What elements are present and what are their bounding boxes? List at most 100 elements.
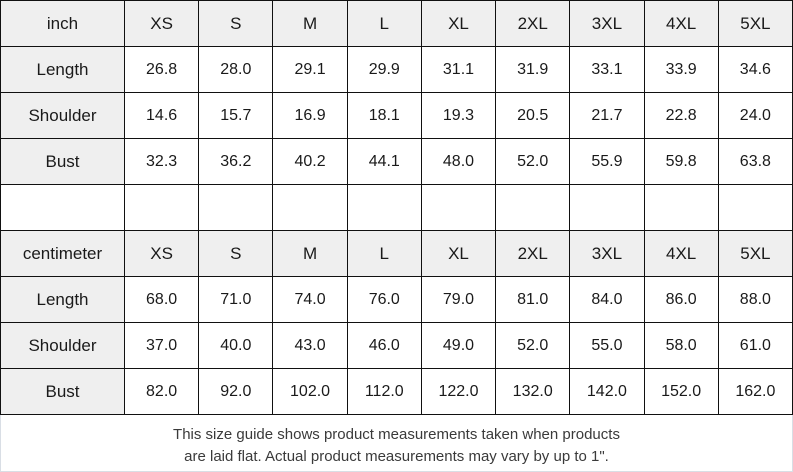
measurement-value: 55.0 bbox=[569, 322, 645, 369]
measurement-value: 112.0 bbox=[346, 368, 422, 415]
measurement-value: 44.1 bbox=[346, 138, 422, 185]
row-label: Shoulder bbox=[0, 322, 125, 369]
size-header-row-inch: inch XS S M L XL 2XL 3XL 4XL 5XL bbox=[0, 0, 793, 47]
measurement-value: 82.0 bbox=[123, 368, 200, 415]
measurement-value: 37.0 bbox=[123, 322, 200, 369]
measurement-value: 36.2 bbox=[198, 138, 274, 185]
measurement-value: 32.3 bbox=[123, 138, 200, 185]
measurement-value: 21.7 bbox=[569, 92, 645, 139]
size-column-header: M bbox=[272, 230, 348, 277]
measurement-value: 31.9 bbox=[495, 46, 571, 93]
spacer-cell bbox=[717, 184, 793, 231]
size-column-header: 5XL bbox=[717, 230, 793, 277]
measurement-value: 18.1 bbox=[346, 92, 422, 139]
spacer-cell bbox=[346, 184, 422, 231]
size-guide-note: This size guide shows product measuremen… bbox=[0, 415, 793, 472]
measurement-value: 46.0 bbox=[346, 322, 422, 369]
size-column-header: 2XL bbox=[495, 0, 571, 47]
measurement-value: 49.0 bbox=[420, 322, 497, 369]
measurement-value: 33.9 bbox=[643, 46, 719, 93]
measure-row-shoulder: Shoulder 14.6 15.7 16.9 18.1 19.3 20.5 21.7 22.8… bbox=[0, 92, 793, 139]
measurement-value: 122.0 bbox=[420, 368, 497, 415]
measure-row-length: Length 68.0 71.0 74.0 76.0 79.0 81.0 84.0 86.0 88… bbox=[0, 276, 793, 323]
measure-row-bust: Bust 82.0 92.0 102.0 112.0 122.0 132.0 142.0 152… bbox=[0, 368, 793, 415]
measurement-value: 68.0 bbox=[123, 276, 200, 323]
size-column-header: S bbox=[198, 230, 274, 277]
measurement-value: 61.0 bbox=[717, 322, 793, 369]
size-column-header: 3XL bbox=[569, 230, 645, 277]
measurement-value: 33.1 bbox=[569, 46, 645, 93]
measurement-value: 20.5 bbox=[495, 92, 571, 139]
row-label: Bust bbox=[0, 138, 125, 185]
size-column-header: L bbox=[346, 230, 422, 277]
row-label: Length bbox=[0, 46, 125, 93]
size-column-header: 4XL bbox=[643, 0, 719, 47]
size-column-header: 5XL bbox=[717, 0, 793, 47]
spacer-cell bbox=[643, 184, 719, 231]
measurement-value: 88.0 bbox=[717, 276, 793, 323]
unit-label: centimeter bbox=[0, 230, 125, 277]
spacer-cell bbox=[420, 184, 497, 231]
spacer-cell bbox=[569, 184, 645, 231]
size-column-header: XS bbox=[123, 0, 200, 47]
measurement-value: 81.0 bbox=[495, 276, 571, 323]
row-label: Length bbox=[0, 276, 125, 323]
measurement-value: 31.1 bbox=[420, 46, 497, 93]
unit-label: inch bbox=[0, 0, 125, 47]
row-label: Shoulder bbox=[0, 92, 125, 139]
measurement-value: 58.0 bbox=[643, 322, 719, 369]
measurement-value: 132.0 bbox=[495, 368, 571, 415]
measurement-value: 63.8 bbox=[717, 138, 793, 185]
measurement-value: 29.9 bbox=[346, 46, 422, 93]
measurement-value: 40.0 bbox=[198, 322, 274, 369]
size-column-header: XL bbox=[420, 230, 497, 277]
spacer-cell bbox=[272, 184, 348, 231]
measurement-value: 19.3 bbox=[420, 92, 497, 139]
size-column-header: XS bbox=[123, 230, 200, 277]
measurement-value: 102.0 bbox=[272, 368, 348, 415]
spacer-row bbox=[0, 184, 793, 231]
measurement-value: 74.0 bbox=[272, 276, 348, 323]
measurement-value: 52.0 bbox=[495, 138, 571, 185]
measurement-value: 16.9 bbox=[272, 92, 348, 139]
measure-row-bust: Bust 32.3 36.2 40.2 44.1 48.0 52.0 55.9 59.8 63.8 bbox=[0, 138, 793, 185]
spacer-cell bbox=[123, 184, 200, 231]
measurement-value: 86.0 bbox=[643, 276, 719, 323]
measurement-value: 43.0 bbox=[272, 322, 348, 369]
measurement-value: 34.6 bbox=[717, 46, 793, 93]
measurement-value: 24.0 bbox=[717, 92, 793, 139]
measurement-value: 48.0 bbox=[420, 138, 497, 185]
size-column-header: XL bbox=[420, 0, 497, 47]
measurement-value: 55.9 bbox=[569, 138, 645, 185]
measurement-value: 71.0 bbox=[198, 276, 274, 323]
spacer-cell bbox=[495, 184, 571, 231]
measurement-value: 92.0 bbox=[198, 368, 274, 415]
measurement-value: 52.0 bbox=[495, 322, 571, 369]
measurement-value: 28.0 bbox=[198, 46, 274, 93]
spacer-cell bbox=[0, 184, 125, 231]
note-line-1: This size guide shows product measuremen… bbox=[173, 426, 620, 443]
measurement-value: 142.0 bbox=[569, 368, 645, 415]
measurement-value: 76.0 bbox=[346, 276, 422, 323]
size-column-header: M bbox=[272, 0, 348, 47]
measure-row-shoulder: Shoulder 37.0 40.0 43.0 46.0 49.0 52.0 55.0 58.0… bbox=[0, 322, 793, 369]
measurement-value: 26.8 bbox=[123, 46, 200, 93]
measurement-value: 59.8 bbox=[643, 138, 719, 185]
measurement-value: 22.8 bbox=[643, 92, 719, 139]
size-column-header: 4XL bbox=[643, 230, 719, 277]
row-label: Bust bbox=[0, 368, 125, 415]
measurement-value: 84.0 bbox=[569, 276, 645, 323]
note-line-2: are laid flat. Actual product measuremen… bbox=[184, 447, 609, 465]
measurement-value: 79.0 bbox=[420, 276, 497, 323]
size-column-header: 2XL bbox=[495, 230, 571, 277]
size-column-header: S bbox=[198, 0, 274, 47]
spacer-cell bbox=[198, 184, 274, 231]
measurement-value: 14.6 bbox=[123, 92, 200, 139]
measurement-value: 29.1 bbox=[272, 46, 348, 93]
measurement-value: 15.7 bbox=[198, 92, 274, 139]
size-column-header: 3XL bbox=[569, 0, 645, 47]
size-column-header: L bbox=[346, 0, 422, 47]
measurement-value: 40.2 bbox=[272, 138, 348, 185]
measure-row-length: Length 26.8 28.0 29.1 29.9 31.1 31.9 33.1 33.9 34… bbox=[0, 46, 793, 93]
